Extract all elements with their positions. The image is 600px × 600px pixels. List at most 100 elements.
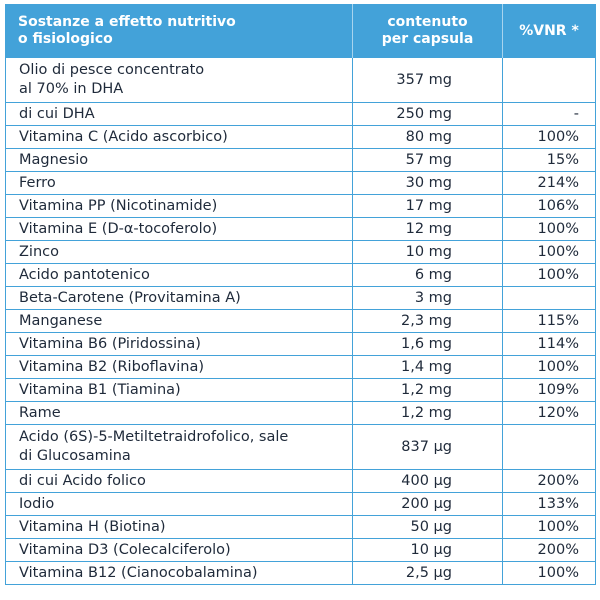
substance-name: Vitamina E (D-α-tocoferolo) xyxy=(5,217,353,241)
amount-per-capsule: 6 mg xyxy=(352,263,503,287)
vnr-percent: 100% xyxy=(502,125,596,149)
table-row: Olio di pesce concentrato al 70% in DHA 35… xyxy=(5,57,596,103)
substance-name-line1: Magnesio xyxy=(19,152,89,168)
header-substance-line2: o fisiologico xyxy=(18,31,113,47)
table-row: Vitamina E (D-α-tocoferolo) 12 mg 100% xyxy=(5,217,596,241)
substance-name-line1: Acido pantotenico xyxy=(19,267,150,283)
header-vnr-label: %VNR * xyxy=(519,22,579,39)
nutrition-table-container: Sostanze a effetto nutritivo o fisiologi… xyxy=(5,4,596,593)
vnr-percent: 109% xyxy=(502,378,596,402)
substance-name: Olio di pesce concentrato al 70% in DHA xyxy=(5,57,353,103)
amount-per-capsule: 1,2 mg xyxy=(352,378,503,402)
amount-per-capsule: 10 µg xyxy=(352,538,503,562)
vnr-percent: 100% xyxy=(502,561,596,585)
table-row: Ferro 30 mg 214% xyxy=(5,171,596,195)
table-row: Beta-Carotene (Provitamina A) 3 mg xyxy=(5,286,596,310)
substance-name-line1: Vitamina PP (Nicotinamide) xyxy=(19,198,218,214)
amount-per-capsule: 17 mg xyxy=(352,194,503,218)
vnr-percent: 200% xyxy=(502,469,596,493)
substance-name-line1: di cui Acido folico xyxy=(19,473,146,489)
amount-per-capsule: 3 mg xyxy=(352,286,503,310)
substance-name-line1: Vitamina E (D-α-tocoferolo) xyxy=(19,221,218,237)
table-row: Magnesio 57 mg 15% xyxy=(5,148,596,172)
substance-name-line1: Rame xyxy=(19,405,61,421)
table-row: Vitamina B1 (Tiamina) 1,2 mg 109% xyxy=(5,378,596,402)
substance-name: Vitamina H (Biotina) xyxy=(5,515,353,539)
amount-per-capsule: 1,2 mg xyxy=(352,401,503,425)
substance-name: di cui DHA xyxy=(5,102,353,126)
table-row: Rame 1,2 mg 120% xyxy=(5,401,596,425)
substance-name: Vitamina B12 (Cianocobalamina) xyxy=(5,561,353,585)
substance-name-line1: Acido (6S)-5-Metiltetraidrofolico, sale xyxy=(19,429,289,445)
table-row: Zinco 10 mg 100% xyxy=(5,240,596,264)
substance-name: Beta-Carotene (Provitamina A) xyxy=(5,286,353,310)
vnr-percent: 120% xyxy=(502,401,596,425)
header-substance: Sostanze a effetto nutritivo o fisiologi… xyxy=(5,4,353,58)
table-row: di cui DHA 250 mg - xyxy=(5,102,596,126)
vnr-percent: 106% xyxy=(502,194,596,218)
vnr-percent: 115% xyxy=(502,309,596,333)
substance-name-line2: al 70% in DHA xyxy=(19,81,124,97)
nutrition-table: Sostanze a effetto nutritivo o fisiologi… xyxy=(5,4,596,585)
amount-per-capsule: 10 mg xyxy=(352,240,503,264)
table-row: Vitamina D3 (Colecalciferolo) 10 µg 200% xyxy=(5,538,596,562)
substance-name-line1: Vitamina H (Biotina) xyxy=(19,519,166,535)
amount-per-capsule: 12 mg xyxy=(352,217,503,241)
substance-name: Vitamina B2 (Riboflavina) xyxy=(5,355,353,379)
vnr-percent: 100% xyxy=(502,240,596,264)
table-row: Vitamina C (Acido ascorbico) 80 mg 100% xyxy=(5,125,596,149)
substance-name-line1: Zinco xyxy=(19,244,59,260)
substance-name: Vitamina PP (Nicotinamide) xyxy=(5,194,353,218)
substance-name-line1: Vitamina C (Acido ascorbico) xyxy=(19,129,228,145)
header-content-line2: per capsula xyxy=(381,31,474,47)
table-body: Olio di pesce concentrato al 70% in DHA 35… xyxy=(5,57,596,585)
substance-name-line1: Ferro xyxy=(19,175,56,191)
substance-name-line1: Vitamina B2 (Riboflavina) xyxy=(19,359,205,375)
table-row: Vitamina B2 (Riboflavina) 1,4 mg 100% xyxy=(5,355,596,379)
vnr-percent: - xyxy=(502,102,596,126)
substance-name: Vitamina B6 (Piridossina) xyxy=(5,332,353,356)
vnr-percent xyxy=(502,57,596,103)
header-row: Sostanze a effetto nutritivo o fisiologi… xyxy=(5,4,596,58)
amount-per-capsule: 250 mg xyxy=(352,102,503,126)
table-row: di cui Acido folico 400 µg 200% xyxy=(5,469,596,493)
table-row: Iodio 200 µg 133% xyxy=(5,492,596,516)
table-row: Vitamina B12 (Cianocobalamina) 2,5 µg 100% xyxy=(5,561,596,585)
amount-per-capsule: 1,6 mg xyxy=(352,332,503,356)
substance-name: Vitamina D3 (Colecalciferolo) xyxy=(5,538,353,562)
vnr-percent: 133% xyxy=(502,492,596,516)
amount-per-capsule: 200 µg xyxy=(352,492,503,516)
table-row: Manganese 2,3 mg 115% xyxy=(5,309,596,333)
substance-name-line1: Vitamina B6 (Piridossina) xyxy=(19,336,201,352)
table-row: Vitamina PP (Nicotinamide) 17 mg 106% xyxy=(5,194,596,218)
amount-per-capsule: 57 mg xyxy=(352,148,503,172)
table-row: Vitamina B6 (Piridossina) 1,6 mg 114% xyxy=(5,332,596,356)
substance-name-line2: di Glucosamina xyxy=(19,448,131,464)
header-content: contenuto per capsula xyxy=(352,4,503,58)
substance-name: Rame xyxy=(5,401,353,425)
substance-name: Acido (6S)-5-Metiltetraidrofolico, sale d… xyxy=(5,424,353,470)
substance-name-line1: Iodio xyxy=(19,496,55,512)
vnr-percent: 100% xyxy=(502,217,596,241)
amount-per-capsule: 2,5 µg xyxy=(352,561,503,585)
vnr-percent: 100% xyxy=(502,515,596,539)
vnr-percent: 100% xyxy=(502,263,596,287)
header-substance-line1: Sostanze a effetto nutritivo xyxy=(18,14,236,30)
vnr-percent: 200% xyxy=(502,538,596,562)
table-row: Acido (6S)-5-Metiltetraidrofolico, sale d… xyxy=(5,424,596,470)
header-content-line1: contenuto xyxy=(387,14,468,30)
amount-per-capsule: 2,3 mg xyxy=(352,309,503,333)
vnr-percent: 214% xyxy=(502,171,596,195)
substance-name: di cui Acido folico xyxy=(5,469,353,493)
amount-per-capsule: 1,4 mg xyxy=(352,355,503,379)
vnr-percent: 100% xyxy=(502,355,596,379)
substance-name: Iodio xyxy=(5,492,353,516)
amount-per-capsule: 80 mg xyxy=(352,125,503,149)
substance-name: Vitamina B1 (Tiamina) xyxy=(5,378,353,402)
substance-name-line1: Vitamina D3 (Colecalciferolo) xyxy=(19,542,231,558)
substance-name: Manganese xyxy=(5,309,353,333)
header-vnr: %VNR * xyxy=(502,4,596,58)
substance-name: Vitamina C (Acido ascorbico) xyxy=(5,125,353,149)
amount-per-capsule: 50 µg xyxy=(352,515,503,539)
substance-name: Ferro xyxy=(5,171,353,195)
